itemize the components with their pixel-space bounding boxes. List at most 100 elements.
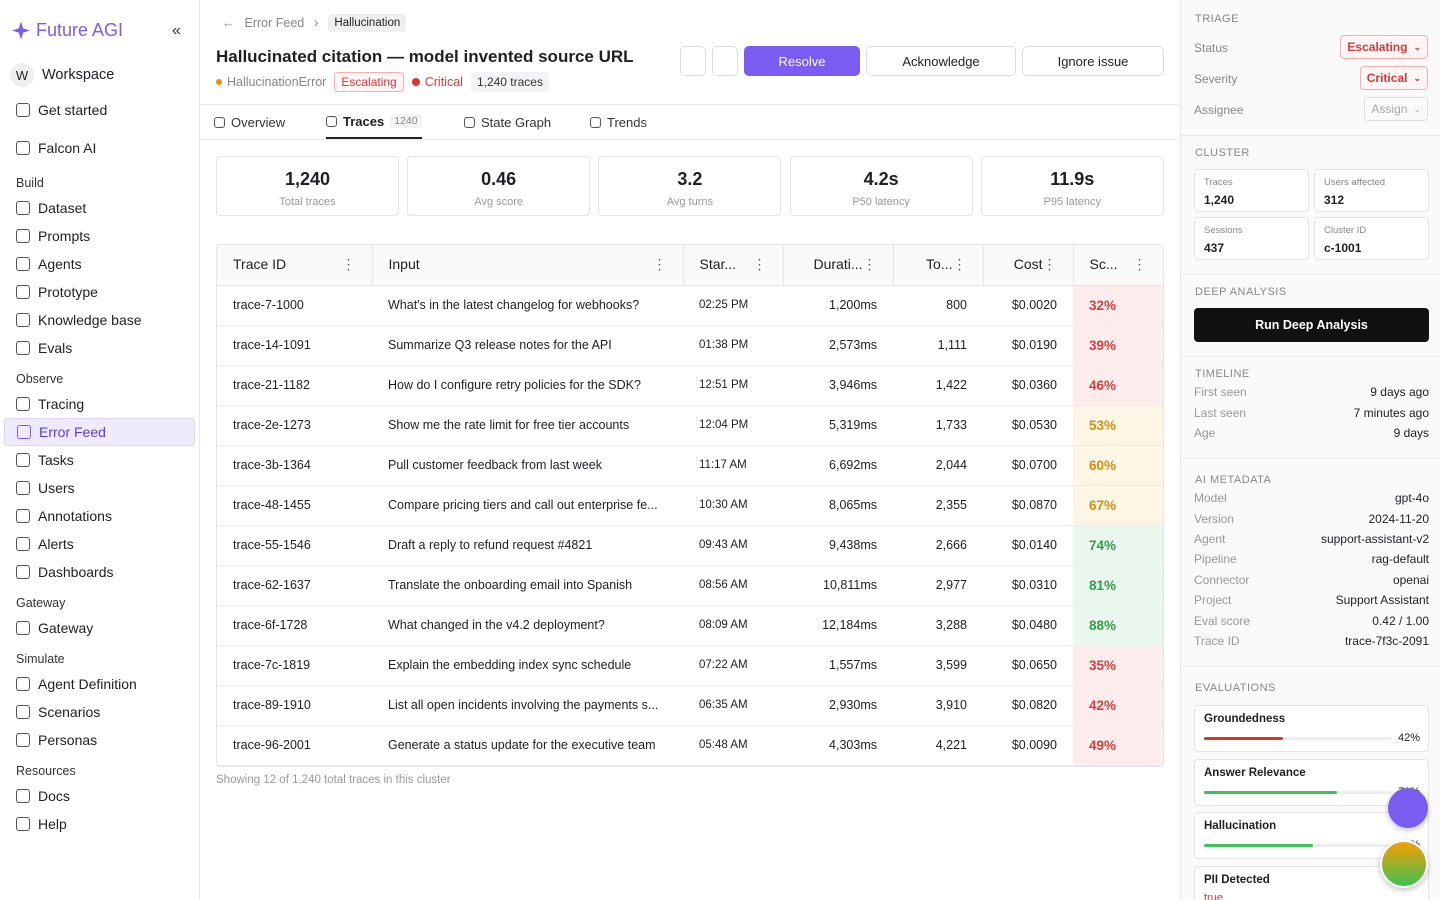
nav-item[interactable]: Dashboards	[4, 558, 195, 586]
column-header[interactable]: To... ⋮	[893, 245, 984, 286]
nav-icon	[16, 141, 30, 155]
nav-item[interactable]: Help	[4, 810, 195, 838]
evaluation-card: Groundedness 42%	[1194, 705, 1429, 752]
cell: 08:09 AM	[683, 605, 783, 646]
column-menu: ⋮	[952, 256, 967, 273]
tabs: Overview Traces 1240 State Graph Trends	[200, 104, 1180, 140]
section-title: DEEP ANALYSIS	[1195, 286, 1287, 298]
tab[interactable]: State Graph	[464, 105, 551, 139]
trace-row[interactable]: trace-6f-1728 What changed in the v4.2 de…	[217, 605, 1163, 646]
breadcrumb-link[interactable]: Error Feed	[244, 16, 305, 30]
nav-item[interactable]: Dataset	[4, 194, 195, 222]
error-type: HallucinationError	[216, 75, 326, 89]
stat-label: P95 latency	[1043, 196, 1102, 208]
kv-value: 9 days ago	[1370, 385, 1429, 400]
trace-row[interactable]: trace-2e-1273 Show me the rate limit for …	[217, 405, 1163, 446]
trace-row[interactable]: trace-7c-1819 Explain the embedding index…	[217, 645, 1163, 686]
cell: trace-21-1182	[217, 365, 372, 406]
trace-row[interactable]: trace-55-1546 Draft a reply to refund req…	[217, 525, 1163, 566]
divider	[1181, 666, 1440, 667]
trace-row[interactable]: trace-89-1910 List all open incidents inv…	[217, 685, 1163, 726]
action-button[interactable]: Acknowledge	[866, 46, 1016, 76]
trace-row[interactable]: trace-48-1455 Compare pricing tiers and c…	[217, 485, 1163, 526]
trace-row[interactable]: trace-96-2001 Generate a status update fo…	[217, 725, 1163, 766]
back-arrow: ←	[222, 16, 235, 30]
nav-item[interactable]: Agent Definition	[4, 670, 195, 698]
collapse-button[interactable]: «	[172, 22, 181, 39]
triage-control[interactable]: Assign ⌄	[1364, 97, 1428, 121]
nav-item[interactable]: Get started	[4, 96, 195, 124]
cell: 05:48 AM	[683, 725, 783, 766]
cell: Compare pricing tiers and call out enter…	[372, 485, 683, 526]
cell: 09:43 AM	[683, 525, 783, 566]
cell: 2,573ms	[783, 325, 893, 366]
copy-button[interactable]	[680, 46, 706, 76]
nav-item[interactable]: Gateway	[4, 614, 195, 642]
nav-item[interactable]: Users	[4, 474, 195, 502]
nav-item[interactable]: Tasks	[4, 446, 195, 474]
nav-item[interactable]: Prototype	[4, 278, 195, 306]
nav-item[interactable]: Knowledge base	[4, 306, 195, 334]
column-header[interactable]: Trace ID ⋮	[217, 245, 373, 286]
nav-item[interactable]: Evals	[4, 334, 195, 362]
score-bar	[1204, 737, 1283, 740]
trace-row[interactable]: trace-62-1637 Translate the onboarding em…	[217, 565, 1163, 606]
column-header[interactable]: Input ⋮	[372, 245, 684, 286]
nav-item[interactable]: Personas	[4, 726, 195, 754]
tab[interactable]: Trends	[590, 105, 647, 139]
cluster-card: Sessions 437	[1194, 217, 1309, 260]
avatar-button[interactable]	[1380, 840, 1428, 888]
column-menu: ⋮	[652, 256, 667, 273]
trace-row[interactable]: trace-7-1000 What's in the latest changel…	[217, 285, 1163, 326]
trace-count-pill: 1,240 traces	[470, 72, 549, 92]
assistant-button[interactable]	[1388, 788, 1428, 828]
triage-value: Escalating	[1347, 40, 1408, 54]
cell: 4,221	[893, 725, 983, 766]
score-cell: 35%	[1073, 645, 1163, 686]
nav-item[interactable]: Alerts	[4, 530, 195, 558]
column-header[interactable]: Star... ⋮	[683, 245, 784, 286]
triage-label: Assignee	[1194, 103, 1244, 117]
score-cell: 32%	[1073, 285, 1163, 326]
nav-item[interactable]: Tracing	[4, 390, 195, 418]
score-cell: 88%	[1073, 605, 1163, 646]
stat-value: 1,240	[284, 169, 331, 189]
tab[interactable]: Overview	[214, 105, 285, 139]
column-header[interactable]: Durati... ⋮	[783, 245, 894, 286]
breadcrumb-sep: ›	[314, 16, 319, 30]
stat-card: 4.2s P50 latency	[789, 156, 973, 216]
nav-item[interactable]: Scenarios	[4, 698, 195, 726]
nav-item[interactable]: Prompts	[4, 222, 195, 250]
triage-control[interactable]: Escalating ⌄	[1340, 35, 1428, 59]
kv-label: Version	[1194, 511, 1235, 526]
nav-item[interactable]: Annotations	[4, 502, 195, 530]
kv-label: Eval score	[1194, 613, 1251, 628]
nav-icon	[16, 201, 30, 215]
kv-row: Age 9 days	[1194, 423, 1429, 444]
trace-row[interactable]: trace-14-1091 Summarize Q3 release notes …	[217, 325, 1163, 366]
nav-label: Annotations	[38, 508, 112, 524]
nav-item[interactable]: Error Feed	[4, 418, 195, 446]
column-header[interactable]: Sc... ⋮	[1073, 245, 1163, 286]
cluster-card: Users affected 312	[1314, 169, 1429, 212]
nav-item[interactable]: Docs	[4, 782, 195, 810]
deep-analysis-button[interactable]: Run Deep Analysis	[1194, 308, 1429, 342]
status-pill: Escalating	[334, 72, 404, 92]
triage-control[interactable]: Critical ⌄	[1359, 66, 1428, 90]
cell: 12:51 PM	[683, 365, 783, 406]
workspace-switcher[interactable]: W Workspace	[10, 62, 190, 88]
column-header[interactable]: Cost ⋮	[983, 245, 1074, 286]
cluster-card: Cluster ID c-1001	[1314, 217, 1429, 260]
trace-row[interactable]: trace-3b-1364 Pull customer feedback from…	[217, 445, 1163, 486]
action-button[interactable]: Resolve	[744, 46, 860, 76]
nav-item[interactable]: Falcon AI	[4, 134, 195, 162]
stat-card: 1,240 Total traces	[216, 156, 399, 216]
nav-item[interactable]: Agents	[4, 250, 195, 278]
trace-row[interactable]: trace-21-1182 How do I configure retry po…	[217, 365, 1163, 406]
breadcrumb: ← Error Feed › Hallucination	[222, 14, 407, 32]
action-button[interactable]: Ignore issue	[1022, 46, 1164, 76]
share-button[interactable]	[712, 46, 738, 76]
tab[interactable]: Traces 1240	[326, 105, 422, 139]
kv-label: Pipeline	[1194, 552, 1237, 567]
